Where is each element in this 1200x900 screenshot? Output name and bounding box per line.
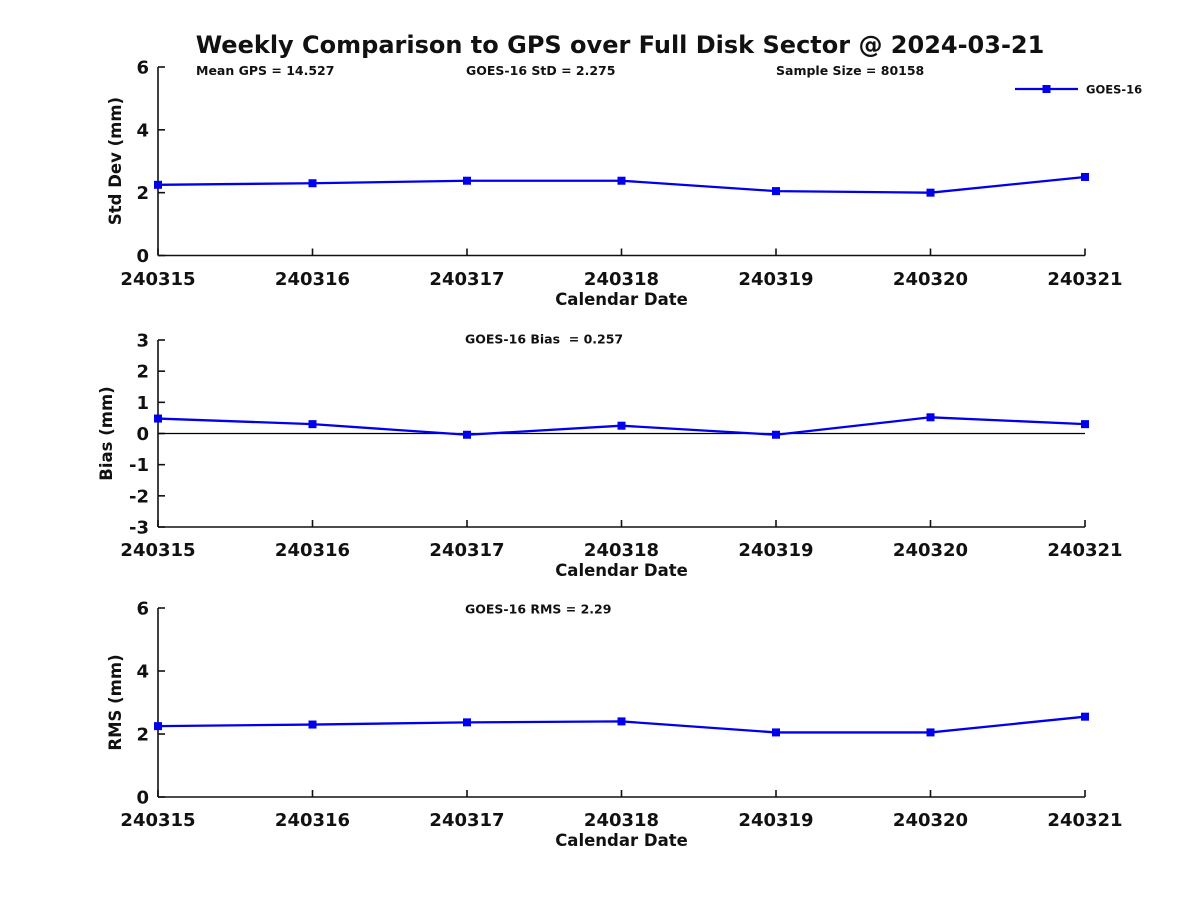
legend-label: GOES-16: [1086, 83, 1142, 97]
x-tick-label: 240318: [584, 810, 659, 831]
data-point-marker: [308, 720, 317, 729]
y-tick-label: 4: [136, 662, 149, 683]
x-tick-label: 240315: [120, 269, 195, 290]
legend-square-marker-icon: [1042, 85, 1051, 93]
figure-title: Weekly Comparison to GPS over Full Disk …: [196, 31, 1045, 59]
data-point-marker: [1081, 172, 1089, 181]
x-tick-label: 240316: [275, 540, 350, 561]
data-point-marker: [926, 413, 935, 422]
rms-x-axis-label: Calendar Date: [555, 831, 688, 850]
rms-plot-area: 0 2 4 6 240315 240316 240317 240318 240319 240320…: [120, 599, 1122, 832]
x-tick-label: 240320: [893, 810, 968, 831]
x-tick-label: 240315: [120, 810, 195, 831]
data-point-marker: [617, 717, 626, 726]
data-point-marker: [617, 176, 626, 185]
x-tick-label: 240320: [893, 540, 968, 561]
x-tick-label: 240319: [738, 540, 813, 561]
bias-y-axis-label: Bias (mm): [97, 386, 116, 480]
x-tick-label: 240316: [275, 810, 350, 831]
data-point-marker: [772, 728, 780, 737]
stddev-plot-area: 0 2 4 6 240315 240316 240317 240318 240319 240320…: [120, 58, 1122, 291]
annotation-goes16-std: GOES-16 StD = 2.275: [466, 63, 615, 78]
x-tick-label: 240321: [1047, 810, 1122, 831]
data-point-marker: [308, 420, 317, 429]
bias-plot-area: -3 -2 -1 0 1 2 3 240315 240316 240317 240318 240319…: [120, 331, 1122, 562]
annotation-mean-gps: Mean GPS = 14.527: [196, 63, 334, 78]
annotation-sample-size: Sample Size = 80158: [776, 63, 924, 78]
x-tick-label: 240318: [584, 269, 659, 290]
y-tick-label: 0: [136, 788, 149, 809]
x-tick-label: 240319: [738, 269, 813, 290]
bias-x-axis-label: Calendar Date: [555, 561, 688, 580]
y-tick-label: 6: [136, 599, 149, 620]
x-tick-label: 240317: [429, 269, 504, 290]
stddev-chart: Mean GPS = 14.527 GOES-16 StD = 2.275 Sa…: [106, 58, 1142, 310]
x-tick-label: 240320: [893, 269, 968, 290]
data-point-marker: [772, 187, 780, 196]
y-tick-label: 1: [136, 393, 149, 414]
y-tick-label: -1: [129, 455, 149, 476]
data-point-marker: [772, 430, 780, 439]
data-point-marker: [1081, 712, 1089, 721]
y-tick-label: 0: [136, 424, 149, 445]
rms-chart: GOES-16 RMS = 2.29 0 2 4 6 240315 240316 24031…: [106, 599, 1123, 851]
annotation-goes16-bias: GOES-16 Bias = 0.257: [465, 332, 623, 347]
x-tick-label: 240321: [1047, 269, 1122, 290]
annotation-goes16-rms: GOES-16 RMS = 2.29: [465, 602, 611, 617]
bias-chart: GOES-16 Bias = 0.257 -3 -2 -1 0 1 2 3 240315 240…: [97, 331, 1123, 581]
x-tick-label: 240321: [1047, 540, 1122, 561]
data-point-marker: [463, 176, 471, 185]
data-point-marker: [308, 179, 317, 188]
data-point-marker: [154, 722, 162, 731]
data-point-marker: [617, 421, 626, 430]
y-tick-label: -2: [129, 486, 149, 507]
x-tick-label: 240316: [275, 269, 350, 290]
data-point-marker: [154, 414, 162, 423]
x-tick-label: 240317: [429, 810, 504, 831]
x-tick-label: 240315: [120, 540, 195, 561]
data-point-marker: [926, 728, 935, 737]
x-tick-label: 240319: [738, 810, 813, 831]
y-tick-label: 4: [136, 120, 149, 141]
y-tick-label: 3: [136, 331, 149, 352]
stddev-x-axis-label: Calendar Date: [555, 290, 688, 309]
y-tick-label: 2: [136, 725, 149, 746]
y-tick-label: 2: [136, 362, 149, 383]
data-point-marker: [463, 430, 471, 439]
y-tick-label: 0: [136, 246, 149, 267]
data-point-marker: [926, 188, 935, 197]
y-tick-label: 6: [136, 58, 149, 79]
legend: GOES-16: [1015, 83, 1142, 97]
data-point-marker: [1081, 420, 1089, 429]
rms-y-axis-label: RMS (mm): [106, 654, 125, 750]
data-point-marker: [154, 180, 162, 189]
x-tick-label: 240318: [584, 540, 659, 561]
stddev-y-axis-label: Std Dev (mm): [106, 97, 125, 225]
x-tick-label: 240317: [429, 540, 504, 561]
y-tick-label: 2: [136, 183, 149, 204]
y-tick-label: -3: [129, 518, 149, 539]
data-point-marker: [463, 718, 471, 727]
